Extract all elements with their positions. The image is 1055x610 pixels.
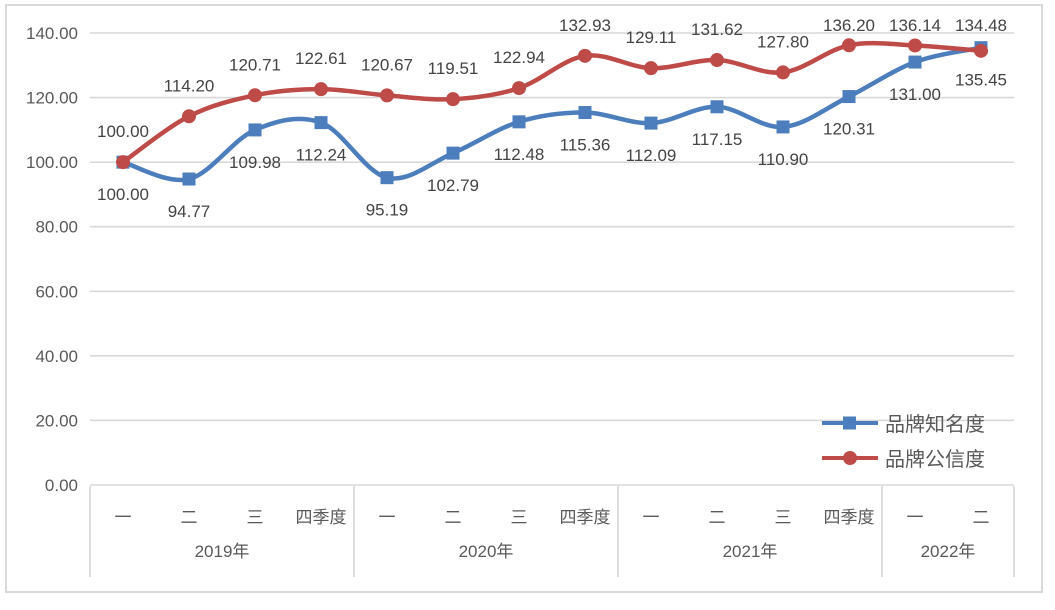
legend-label-brand-credibility: 品牌公信度	[885, 449, 985, 471]
data-point-label: 112.09	[626, 146, 677, 165]
data-point-marker-circle	[182, 109, 196, 124]
data-labels-brand-awareness: 100.00 94.77 109.98 112.24 95.19 102.79 112.48…	[97, 71, 1007, 221]
data-point-marker-circle	[314, 82, 328, 97]
data-point-marker-circle	[710, 53, 724, 68]
series-brand-credibility	[116, 38, 988, 170]
data-point-marker-square	[182, 172, 196, 186]
data-point-marker-square	[644, 116, 658, 130]
legend-item-brand-awareness[interactable]: 品牌知名度	[821, 405, 985, 440]
data-point-label: 100.00	[97, 185, 149, 204]
data-point-label: 127.80	[757, 32, 809, 51]
chart-legend: 品牌知名度 品牌公信度	[821, 405, 985, 475]
data-point-label: 129.11	[626, 28, 677, 47]
data-point-marker-square	[512, 115, 526, 129]
year-label: 2019年	[195, 542, 250, 561]
data-point-label: 135.45	[955, 71, 1007, 90]
y-tick-label: 80.00	[35, 218, 78, 237]
quarter-label: 三	[247, 508, 264, 527]
data-point-label: 136.20	[823, 16, 875, 35]
data-point-label: 122.61	[295, 49, 347, 68]
data-point-label: 120.31	[823, 120, 875, 139]
data-point-marker-square	[248, 123, 262, 137]
data-point-label: 132.93	[559, 16, 611, 35]
data-point-marker-square	[446, 146, 460, 160]
data-point-label: 112.48	[494, 145, 545, 164]
quarter-label: 一	[907, 508, 924, 527]
y-tick-label: 40.00	[35, 347, 78, 366]
y-tick-label: 140.00	[26, 24, 78, 43]
y-tick-label: 120.00	[26, 89, 78, 108]
data-point-label: 109.98	[229, 153, 281, 172]
data-point-label: 122.94	[493, 48, 545, 67]
data-point-label: 134.48	[955, 16, 1007, 35]
series-brand-awareness	[116, 41, 988, 186]
data-point-label: 115.36	[560, 136, 611, 155]
y-tick-label: 20.00	[35, 411, 78, 430]
data-point-marker-circle	[116, 155, 130, 170]
y-gridlines	[90, 32, 1014, 486]
data-point-marker-circle	[644, 61, 658, 76]
data-point-marker-circle	[974, 43, 988, 58]
quarter-label: 二	[445, 508, 462, 527]
data-point-label: 136.14	[889, 16, 941, 35]
quarter-label: 四季度	[560, 508, 611, 527]
quarter-label: 四季度	[824, 508, 875, 527]
data-point-marker-square	[710, 100, 724, 114]
quarter-label: 二	[973, 508, 990, 527]
data-point-marker-square	[776, 120, 790, 134]
y-tick-label: 100.00	[26, 153, 78, 172]
data-point-label: 114.20	[164, 76, 215, 95]
data-point-label: 112.24	[296, 146, 347, 165]
category-axis	[89, 486, 1015, 577]
data-point-marker-square	[578, 106, 592, 120]
data-point-marker-circle	[842, 38, 856, 53]
data-point-marker-square	[908, 55, 922, 69]
quarter-labels: 一 二 三 四季度 一 二 三 四季度 一 二 三 四季度 一 二	[115, 508, 990, 527]
data-point-label: 110.90	[758, 150, 809, 169]
quarter-label: 二	[709, 508, 726, 527]
data-point-label: 117.15	[692, 130, 743, 149]
data-point-marker-circle	[248, 88, 262, 103]
y-tick-label: 60.00	[35, 282, 78, 301]
data-point-marker-square	[380, 171, 394, 185]
data-point-label: 131.62	[691, 20, 743, 39]
data-point-label: 102.79	[427, 176, 479, 195]
quarter-label: 四季度	[296, 508, 347, 527]
legend-series-line-square-icon	[822, 416, 878, 429]
data-point-label: 119.51	[428, 59, 479, 78]
quarter-label: 三	[775, 508, 792, 527]
data-point-marker-circle	[380, 88, 394, 103]
year-labels: 2019年 2020年 2021年 2022年	[195, 542, 976, 561]
year-label: 2021年	[723, 542, 778, 561]
year-label: 2020年	[459, 542, 514, 561]
data-point-marker-square	[314, 116, 328, 130]
data-point-marker-circle	[776, 65, 790, 80]
legend-item-brand-credibility[interactable]: 品牌公信度	[821, 440, 985, 475]
y-tick-label: 0.00	[45, 476, 78, 495]
data-point-label: 95.19	[366, 201, 409, 220]
year-label: 2022年	[921, 542, 976, 561]
data-point-label: 94.77	[168, 202, 211, 221]
quarter-label: 一	[379, 508, 396, 527]
data-point-marker-circle	[446, 92, 460, 107]
legend-label-brand-awareness: 品牌知名度	[885, 414, 985, 436]
data-point-label: 120.67	[361, 55, 413, 74]
data-point-label: 131.00	[889, 85, 941, 104]
data-point-label: 100.00	[97, 122, 149, 141]
quarter-label: 一	[115, 508, 132, 527]
quarter-label: 二	[181, 508, 198, 527]
data-point-marker-circle	[512, 81, 526, 96]
y-axis-tick-labels: 0.00 20.00 40.00 60.00 80.00 100.00 120.00 140.…	[26, 24, 78, 495]
quarter-label: 三	[511, 508, 528, 527]
data-point-marker-circle	[578, 48, 592, 63]
chart-outer-border	[5, 4, 1043, 593]
legend-series-line-circle-icon	[822, 450, 878, 465]
data-point-label: 120.71	[229, 55, 281, 74]
data-point-marker-square	[842, 90, 856, 104]
data-point-marker-circle	[908, 38, 922, 53]
data-labels-brand-credibility: 100.00 114.20 120.71 122.61 120.67 119.51 122.…	[97, 16, 1007, 141]
quarter-label: 一	[643, 508, 660, 527]
